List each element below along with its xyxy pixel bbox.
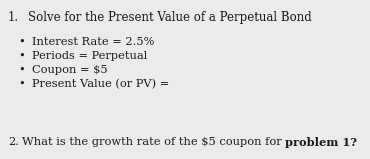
Text: What is the growth rate of the $5 coupon for: What is the growth rate of the $5 coupon… (22, 137, 285, 147)
Text: Solve for the Present Value of a Perpetual Bond: Solve for the Present Value of a Perpetu… (28, 11, 312, 24)
Text: 2.: 2. (8, 137, 19, 147)
Text: •: • (18, 79, 25, 89)
Text: •: • (18, 65, 25, 75)
Text: •: • (18, 37, 25, 47)
Text: problem 1?: problem 1? (285, 137, 357, 148)
Text: Periods = Perpetual: Periods = Perpetual (32, 51, 147, 61)
Text: Coupon = $5: Coupon = $5 (32, 65, 108, 75)
Text: Interest Rate = 2.5%: Interest Rate = 2.5% (32, 37, 154, 47)
Text: 1.: 1. (8, 11, 19, 24)
Text: •: • (18, 51, 25, 61)
Text: Present Value (or PV) =: Present Value (or PV) = (32, 79, 169, 89)
